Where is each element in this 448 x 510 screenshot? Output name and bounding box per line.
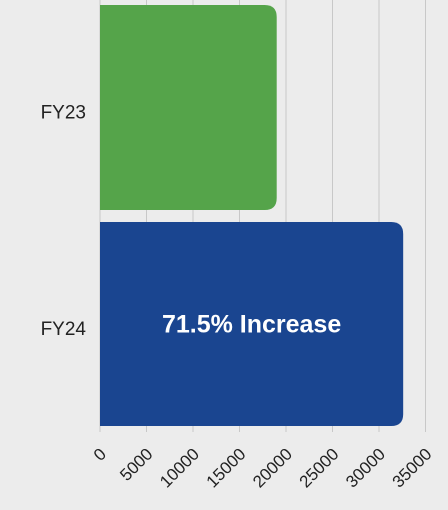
- x-tick-label: 15000: [203, 445, 250, 492]
- y-tick-label: FY23: [41, 103, 86, 124]
- x-tick-label: 25000: [296, 445, 343, 492]
- x-tick-label: 10000: [156, 445, 203, 492]
- x-tick-label: 20000: [249, 445, 296, 492]
- bar: [100, 5, 277, 210]
- y-tick-label: FY24: [41, 319, 87, 340]
- x-tick-label: 30000: [342, 445, 389, 492]
- x-tick-label: 5000: [116, 445, 156, 485]
- x-tick-label: 0: [90, 445, 110, 465]
- bar: [100, 222, 404, 426]
- x-tick-label: 35000: [389, 445, 436, 492]
- annotation: 71.5% Increase: [162, 311, 341, 339]
